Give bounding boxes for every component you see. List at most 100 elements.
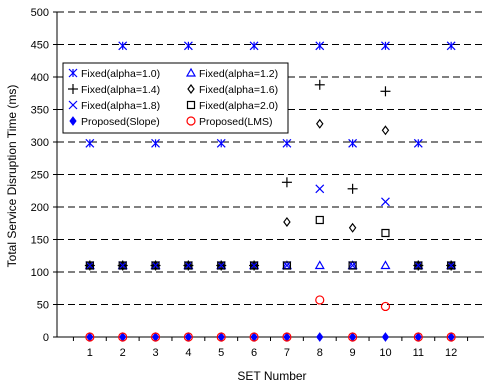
data-point <box>348 261 358 270</box>
x-tick-label: 8 <box>317 347 323 359</box>
data-point <box>314 79 325 90</box>
y-tick-label: 350 <box>31 105 49 117</box>
legend-marker <box>68 84 78 94</box>
data-point <box>414 261 423 270</box>
data-point <box>447 261 456 270</box>
data-point <box>315 184 325 194</box>
x-tick-label: 1 <box>87 347 93 359</box>
x-tick-label: 10 <box>379 347 391 359</box>
y-tick-label: 200 <box>31 202 49 214</box>
data-point <box>183 332 193 342</box>
data-point <box>216 261 226 270</box>
data-point <box>315 215 324 225</box>
data-point <box>249 261 259 270</box>
legend: Fixed(alpha=1.0) Fixed(alpha=1.2) Fixed(al… <box>62 62 289 134</box>
data-point <box>118 41 128 51</box>
y-tick-label: 100 <box>31 267 49 279</box>
data-point <box>151 261 160 270</box>
data-point <box>216 332 226 342</box>
data-point <box>85 261 95 270</box>
data-point <box>348 261 357 270</box>
legend-box <box>62 62 289 134</box>
data-point <box>316 332 324 342</box>
data-point <box>446 41 456 51</box>
data-point <box>381 41 390 51</box>
data-point <box>282 261 292 270</box>
legend-label: Fixed(alpha=1.2) <box>199 68 278 80</box>
y-tick-label: 400 <box>31 72 49 84</box>
data-point <box>381 197 390 207</box>
y-tick-label: 250 <box>31 170 49 182</box>
data-point <box>381 228 390 238</box>
legend-label: Fixed(alpha=1.6) <box>199 84 278 96</box>
data-point <box>151 138 160 148</box>
data-point <box>282 261 292 270</box>
y-tick-label: 300 <box>31 137 49 149</box>
legend-label: Proposed(Slope) <box>81 116 160 128</box>
data-point <box>85 261 94 270</box>
y-tick-label: 0 <box>43 332 49 344</box>
data-point <box>446 332 456 342</box>
x-tick-label: 9 <box>350 347 356 359</box>
x-tick-label: 3 <box>152 347 158 359</box>
data-point <box>118 261 127 270</box>
data-point <box>283 216 291 227</box>
data-point <box>249 261 259 270</box>
data-point <box>150 332 161 342</box>
x-tick-label: 4 <box>185 347 191 359</box>
x-tick-label: 5 <box>218 347 224 359</box>
legend-label: Proposed(LMS) <box>199 116 273 128</box>
data-point <box>380 86 391 97</box>
legend-label: Fixed(alpha=2.0) <box>199 100 278 112</box>
legend-label: Fixed(alpha=1.4) <box>81 84 160 96</box>
data-point <box>249 332 259 342</box>
y-tick-label: 50 <box>37 300 49 312</box>
legend-marker <box>186 100 196 110</box>
data-point <box>183 261 193 270</box>
y-tick-label: 150 <box>31 235 49 247</box>
data-point <box>413 138 423 148</box>
data-point <box>381 125 390 136</box>
data-point <box>348 222 357 233</box>
legend-marker <box>186 116 196 126</box>
legend-marker <box>185 67 197 77</box>
data-point <box>413 332 423 342</box>
data-point <box>314 260 325 270</box>
data-point <box>282 138 292 148</box>
data-point <box>217 261 226 270</box>
x-tick-label: 12 <box>445 347 457 359</box>
data-point <box>281 177 292 188</box>
y-axis-label: Total Service Disruption Time (ms) <box>5 85 19 268</box>
data-point <box>380 260 391 270</box>
data-point <box>151 261 160 270</box>
x-tick-label: 2 <box>120 347 126 359</box>
data-point <box>184 261 193 270</box>
data-point <box>183 41 193 51</box>
y-tick-label: 500 <box>31 7 49 19</box>
data-point <box>85 138 95 148</box>
data-point <box>381 332 390 342</box>
legend-marker <box>68 68 78 78</box>
legend-marker <box>69 116 77 126</box>
data-point <box>216 138 226 148</box>
data-point <box>85 332 95 342</box>
x-axis-label: SET Number <box>237 369 306 383</box>
data-point <box>315 295 325 305</box>
data-point <box>446 261 456 270</box>
data-point <box>380 301 391 312</box>
legend-marker <box>68 100 78 110</box>
y-tick-label: 450 <box>31 40 49 52</box>
x-tick-label: 6 <box>251 347 257 359</box>
data-point <box>348 138 358 148</box>
data-point <box>118 332 128 342</box>
x-tick-label: 7 <box>284 347 290 359</box>
marks <box>84 41 457 342</box>
legend-label: Fixed(alpha=1.0) <box>81 68 160 80</box>
data-point <box>282 332 292 342</box>
data-point <box>249 41 259 51</box>
data-point <box>347 183 358 194</box>
legend-label: Fixed(alpha=1.8) <box>81 100 160 112</box>
